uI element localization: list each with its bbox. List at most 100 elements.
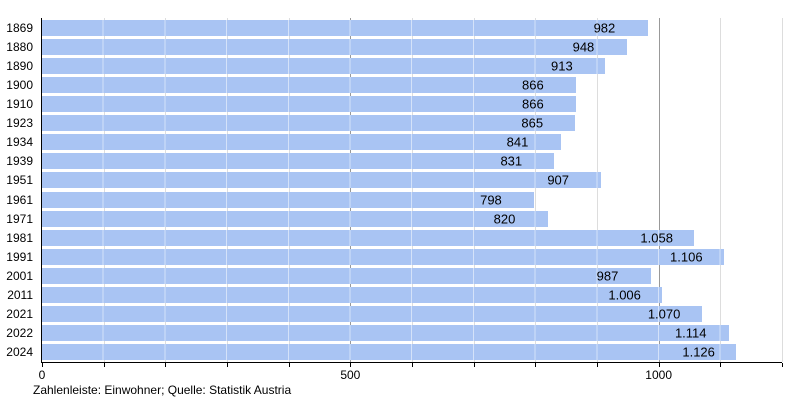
year-label: 2001 <box>6 268 33 283</box>
x-axis-tick <box>227 363 228 367</box>
bar-value-label: 866 <box>522 77 544 93</box>
bar-row: 907 <box>42 171 782 190</box>
bar-value-label: 907 <box>547 172 570 188</box>
x-axis-label: 1000 <box>645 368 673 382</box>
minor-gridline <box>597 18 598 362</box>
minor-gridline <box>165 18 167 362</box>
x-axis-tick <box>597 363 598 367</box>
bar: 831 <box>42 153 555 170</box>
bar-row: 948 <box>42 37 782 56</box>
major-gridline <box>350 18 352 362</box>
bar: 1.106 <box>42 248 725 265</box>
bars-container: 982 948 913 866 866 865 841 831 907 798 820 1.058 1.… <box>42 18 782 362</box>
year-label: 2021 <box>6 307 33 322</box>
bar-value-label: 913 <box>551 58 573 74</box>
year-label: 2011 <box>7 288 33 303</box>
year-label: 1910 <box>6 96 33 111</box>
bar-row: 841 <box>42 133 782 152</box>
bar-value-label: 1.058 <box>640 230 673 246</box>
year-label: 1991 <box>6 249 33 264</box>
bar-value-label: 1.070 <box>647 306 681 322</box>
bar: 1.114 <box>42 325 729 342</box>
bar-row: 1.058 <box>42 228 782 247</box>
x-axis-tick <box>412 363 413 367</box>
year-label: 1981 <box>6 230 33 245</box>
x-axis-tick <box>473 363 475 367</box>
year-label: 1934 <box>6 135 33 150</box>
bar-value-label: 1.006 <box>608 287 641 303</box>
year-label: 2024 <box>6 345 33 360</box>
bar-row: 987 <box>42 266 782 285</box>
plot-area: 982 948 913 866 866 865 841 831 907 798 820 1.058 1.… <box>39 18 783 382</box>
x-axis-tick <box>350 363 352 367</box>
bar: 948 <box>42 38 627 55</box>
bar-value-label: 831 <box>500 153 523 169</box>
footer-caption: Zahlenleiste: Einwohner; Quelle: Statist… <box>33 383 292 397</box>
minor-gridline <box>782 18 783 362</box>
bar-value-label: 1.114 <box>674 325 707 341</box>
x-axis-tick <box>720 363 722 367</box>
year-label: 1961 <box>6 192 33 207</box>
bar-value-label: 987 <box>596 268 619 284</box>
bar-row: 866 <box>42 75 782 94</box>
bar-value-label: 820 <box>493 211 516 227</box>
bar: 1.006 <box>42 287 663 304</box>
year-label: 1951 <box>6 173 33 188</box>
minor-gridline <box>535 18 537 362</box>
x-axis-tick <box>103 363 105 367</box>
year-label: 1923 <box>6 116 33 131</box>
bar: 866 <box>42 95 577 112</box>
minor-gridline <box>227 18 228 362</box>
bar-value-label: 1.106 <box>670 249 703 265</box>
bar: 866 <box>42 76 577 93</box>
bar-row: 1.006 <box>42 286 782 305</box>
bar-value-label: 798 <box>480 192 502 208</box>
x-axis-tick <box>658 363 660 367</box>
minor-gridline <box>103 18 105 362</box>
bar-row: 831 <box>42 152 782 171</box>
bar: 913 <box>42 57 606 74</box>
year-label: 2022 <box>6 326 33 341</box>
bar-row: 798 <box>42 190 782 209</box>
minor-gridline <box>720 18 722 362</box>
bar: 865 <box>42 115 576 132</box>
bar-value-label: 982 <box>593 20 616 36</box>
minor-gridline <box>288 18 290 362</box>
y-axis-labels: 1869 1880 1890 1900 1910 1923 1934 1939 1951 1961… <box>0 18 33 362</box>
bar-value-label: 865 <box>521 115 544 131</box>
year-label: 1869 <box>6 20 33 35</box>
bar-value-label: 841 <box>506 134 529 150</box>
bar: 841 <box>42 134 561 151</box>
year-label: 1900 <box>6 77 33 92</box>
x-axis-tick <box>42 363 43 367</box>
x-axis-tick <box>165 363 167 367</box>
year-label: 1971 <box>6 211 33 226</box>
year-label: 1890 <box>6 58 33 73</box>
x-axis-label: 500 <box>340 368 361 382</box>
bar: 1.058 <box>42 229 695 246</box>
bar: 820 <box>42 210 548 227</box>
bar-value-label: 948 <box>572 39 595 55</box>
bar: 798 <box>42 191 535 208</box>
bar: 1.126 <box>42 344 737 361</box>
bar: 982 <box>42 19 648 36</box>
major-gridline <box>658 18 660 362</box>
bar-row: 1.070 <box>42 305 782 324</box>
bar-value-label: 866 <box>522 96 544 112</box>
bar: 987 <box>42 267 651 284</box>
bar-row: 1.106 <box>42 247 782 266</box>
bar-row: 1.114 <box>42 324 782 343</box>
bar-row: 820 <box>42 209 782 228</box>
bar: 907 <box>42 172 602 189</box>
bar: 1.070 <box>42 306 702 323</box>
bar-row: 865 <box>42 114 782 133</box>
x-axis-tick <box>288 363 290 367</box>
x-axis-label: 0 <box>38 368 46 382</box>
year-label: 1880 <box>6 39 33 54</box>
year-label: 1939 <box>6 154 33 169</box>
bar-row: 866 <box>42 94 782 113</box>
bar-row: 913 <box>42 56 782 75</box>
bar-row: 982 <box>42 18 782 37</box>
minor-gridline <box>412 18 413 362</box>
